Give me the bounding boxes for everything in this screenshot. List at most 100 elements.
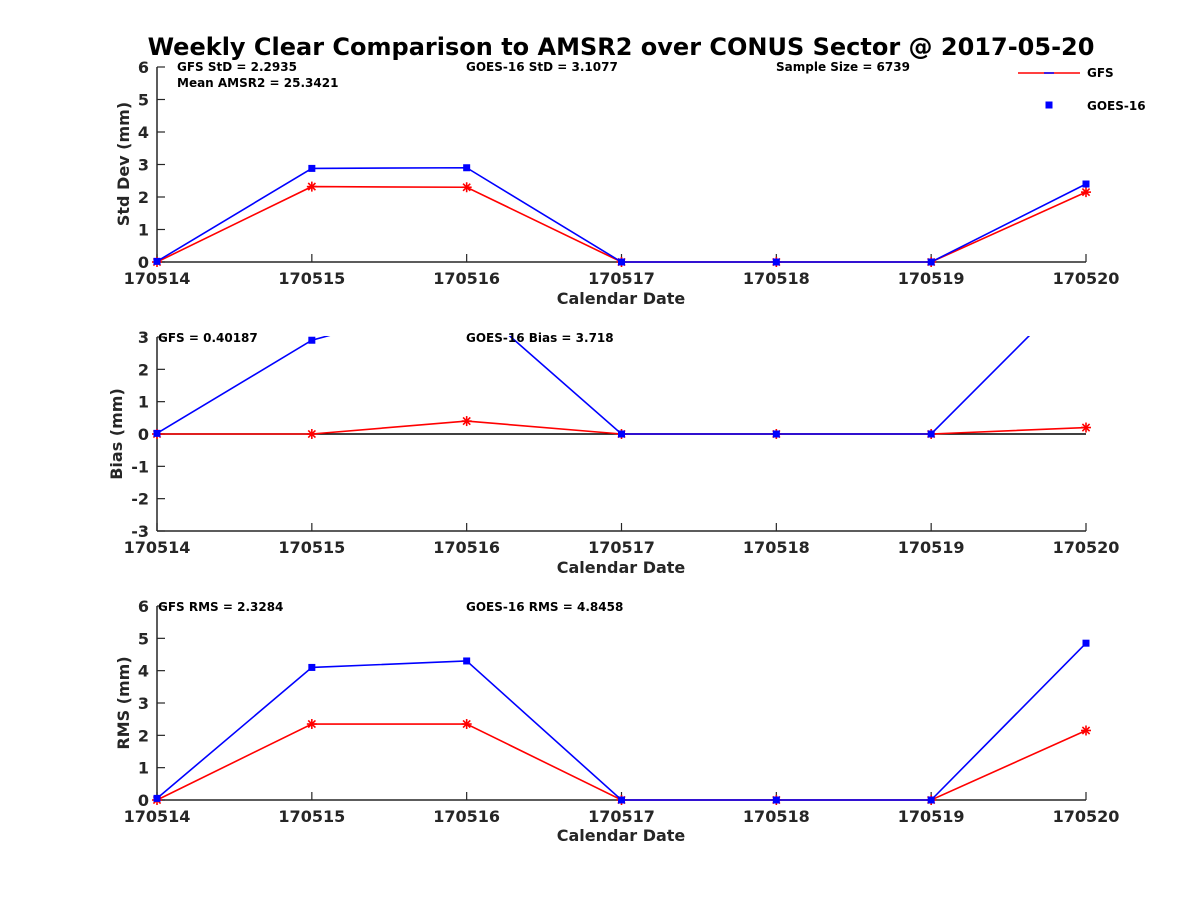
rms-gfs-point-2: [461, 719, 472, 730]
legend-marker-gfs-glyph: [1044, 72, 1054, 74]
bias-ylabel: Bias (mm): [107, 388, 126, 480]
rms-goes-point-1: [308, 663, 316, 671]
rms-xtick-label-2: 170516: [433, 807, 500, 826]
stddev-plot-area: 0 1 2 3 4 5 6 170514 170515 170516 170517 170518 170…: [124, 58, 1120, 288]
stddev-goes-point-4: [772, 258, 780, 266]
stddev-goes-point-6: [1082, 180, 1090, 188]
stddev-ytick-label-3: 3: [138, 156, 149, 175]
bias-gfs-point-6: [1081, 422, 1091, 433]
stddev-xtick-label-4: 170518: [743, 269, 810, 288]
stddev-ytick-label-0: 0: [138, 253, 149, 272]
legend-marker-gfs: [1044, 72, 1054, 74]
stddev-ytick-label-4: 4: [138, 123, 149, 142]
rms-xtick-label-3: 170517: [588, 807, 655, 826]
goes-std-annotation: GOES-16 StD = 3.1077: [466, 60, 618, 74]
bias-ytick-label-3: 0: [138, 425, 149, 444]
goes-rms-annotation: GOES-16 RMS = 4.8458: [466, 600, 623, 614]
rms-plot-area: 0 1 2 3 4 5 6 170514 170515 170516 170517 170518 170…: [124, 597, 1120, 826]
legend-marker-goes-glyph: [1045, 101, 1053, 109]
stddev-xtick-label-2: 170516: [433, 269, 500, 288]
stddev-panel: 0 1 2 3 4 5 6 170514 170515 170516 170517 170518 170…: [114, 58, 1119, 308]
mean-amsr2-annotation: Mean AMSR2 = 25.3421: [177, 76, 338, 90]
bias-goes-point-3: [618, 430, 625, 438]
rms-xtick-label-4: 170518: [743, 807, 810, 826]
rms-goes-point-3: [618, 796, 625, 804]
stddev-goes-point-0: [153, 257, 161, 265]
bias-xtick-label-6: 170520: [1053, 538, 1120, 557]
gfs-bias-annotation: GFS = 0.40187: [158, 331, 258, 345]
rms-xlabel: Calendar Date: [557, 826, 686, 845]
rms-xtick-label-5: 170519: [898, 807, 965, 826]
rms-panel: 0 1 2 3 4 5 6 170514 170515 170516 170517 170518 170…: [114, 597, 1119, 845]
bias-xlabel: Calendar Date: [557, 558, 686, 577]
stddev-xtick-label-6: 170520: [1053, 269, 1120, 288]
gfs-rms-annotation: GFS RMS = 2.3284: [158, 600, 283, 614]
bias-gfs-point-1: [306, 429, 317, 439]
bias-ytick-label-4: 1: [138, 393, 149, 412]
stddev-xlabel: Calendar Date: [557, 289, 686, 308]
bias-ytick-label-5: 2: [138, 360, 149, 379]
legend-label-goes: GOES-16: [1087, 99, 1146, 113]
stddev-goes-point-5: [927, 258, 935, 266]
stddev-xtick-label-0: 170514: [124, 269, 191, 288]
bias-plot-area: -3 -2 -1 0 1 2 3 170514 170515 170516 170517 170518…: [124, 328, 1120, 557]
stddev-ylabel: Std Dev (mm): [114, 102, 133, 226]
rms-ytick-label-4: 4: [138, 662, 149, 681]
legend-marker-goes: [1045, 101, 1053, 109]
bias-xtick-label-4: 170518: [743, 538, 810, 557]
rms-ytick-label-5: 5: [138, 629, 149, 648]
stddev-ytick-label-5: 5: [138, 91, 149, 110]
rms-xtick-label-0: 170514: [124, 807, 191, 826]
bias-goes-point-5: [927, 430, 935, 438]
bias-xtick-label-3: 170517: [588, 538, 655, 557]
stddev-xtick-label-3: 170517: [588, 269, 655, 288]
bias-gfs-point-2: [461, 416, 472, 427]
bias-ytick-label-0: -3: [131, 522, 149, 541]
bias-xtick-label-5: 170519: [898, 538, 965, 557]
bias-ytick-label-1: -2: [131, 490, 149, 509]
stddev-gfs-point-6: [1081, 187, 1091, 198]
rms-goes-point-0: [153, 794, 161, 802]
stddev-xtick-label-1: 170515: [278, 269, 345, 288]
rms-ytick-label-0: 0: [138, 791, 149, 810]
goes-bias-annotation: GOES-16 Bias = 3.718: [466, 331, 614, 345]
bias-ytick-label-6: 3: [138, 328, 149, 347]
bias-panel: -3 -2 -1 0 1 2 3 170514 170515 170516 170517 170518…: [107, 328, 1120, 577]
bias-xtick-label-0: 170514: [124, 538, 191, 557]
stddev-gfs-point-1: [306, 181, 317, 192]
stddev-goes-point-2: [463, 164, 471, 172]
rms-goes-point-6: [1082, 639, 1090, 647]
stddev-ytick-label-6: 6: [138, 58, 149, 77]
stddev-goes-point-3: [618, 258, 625, 266]
stddev-goes-point-1: [308, 164, 316, 172]
figure-title: Weekly Clear Comparison to AMSR2 over CO…: [148, 33, 1095, 61]
bias-goes-point-4: [772, 430, 780, 438]
stddev-xtick-label-5: 170519: [898, 269, 965, 288]
bias-xtick-label-1: 170515: [278, 538, 345, 557]
rms-gfs-point-6: [1081, 725, 1091, 736]
rms-ytick-label-6: 6: [138, 597, 149, 616]
rms-ytick-label-1: 1: [138, 759, 149, 778]
legend-label-gfs: GFS: [1087, 66, 1114, 80]
sample-size-annotation: Sample Size = 6739: [776, 60, 910, 74]
rms-gfs-point-1: [306, 719, 317, 730]
stddev-ytick-label-2: 2: [138, 188, 149, 207]
bias-goes-point-1: [308, 336, 316, 344]
rms-xtick-label-1: 170515: [278, 807, 345, 826]
gfs-std-annotation: GFS StD = 2.2935: [177, 60, 297, 74]
rms-goes-point-2: [463, 657, 471, 665]
rms-goes-point-5: [927, 796, 935, 804]
rms-ytick-label-3: 3: [138, 694, 149, 713]
bias-goes-point-0: [153, 429, 161, 437]
rms-ytick-label-2: 2: [138, 726, 149, 745]
rms-goes-point-4: [772, 796, 780, 804]
legend: GFS GOES-16: [1018, 66, 1146, 113]
bias-ytick-label-2: -1: [131, 457, 149, 476]
stddev-gfs-point-2: [461, 182, 472, 193]
bias-xtick-label-2: 170516: [433, 538, 500, 557]
stddev-ytick-label-1: 1: [138, 221, 149, 240]
rms-xtick-label-6: 170520: [1053, 807, 1120, 826]
rms-ylabel: RMS (mm): [114, 656, 133, 749]
